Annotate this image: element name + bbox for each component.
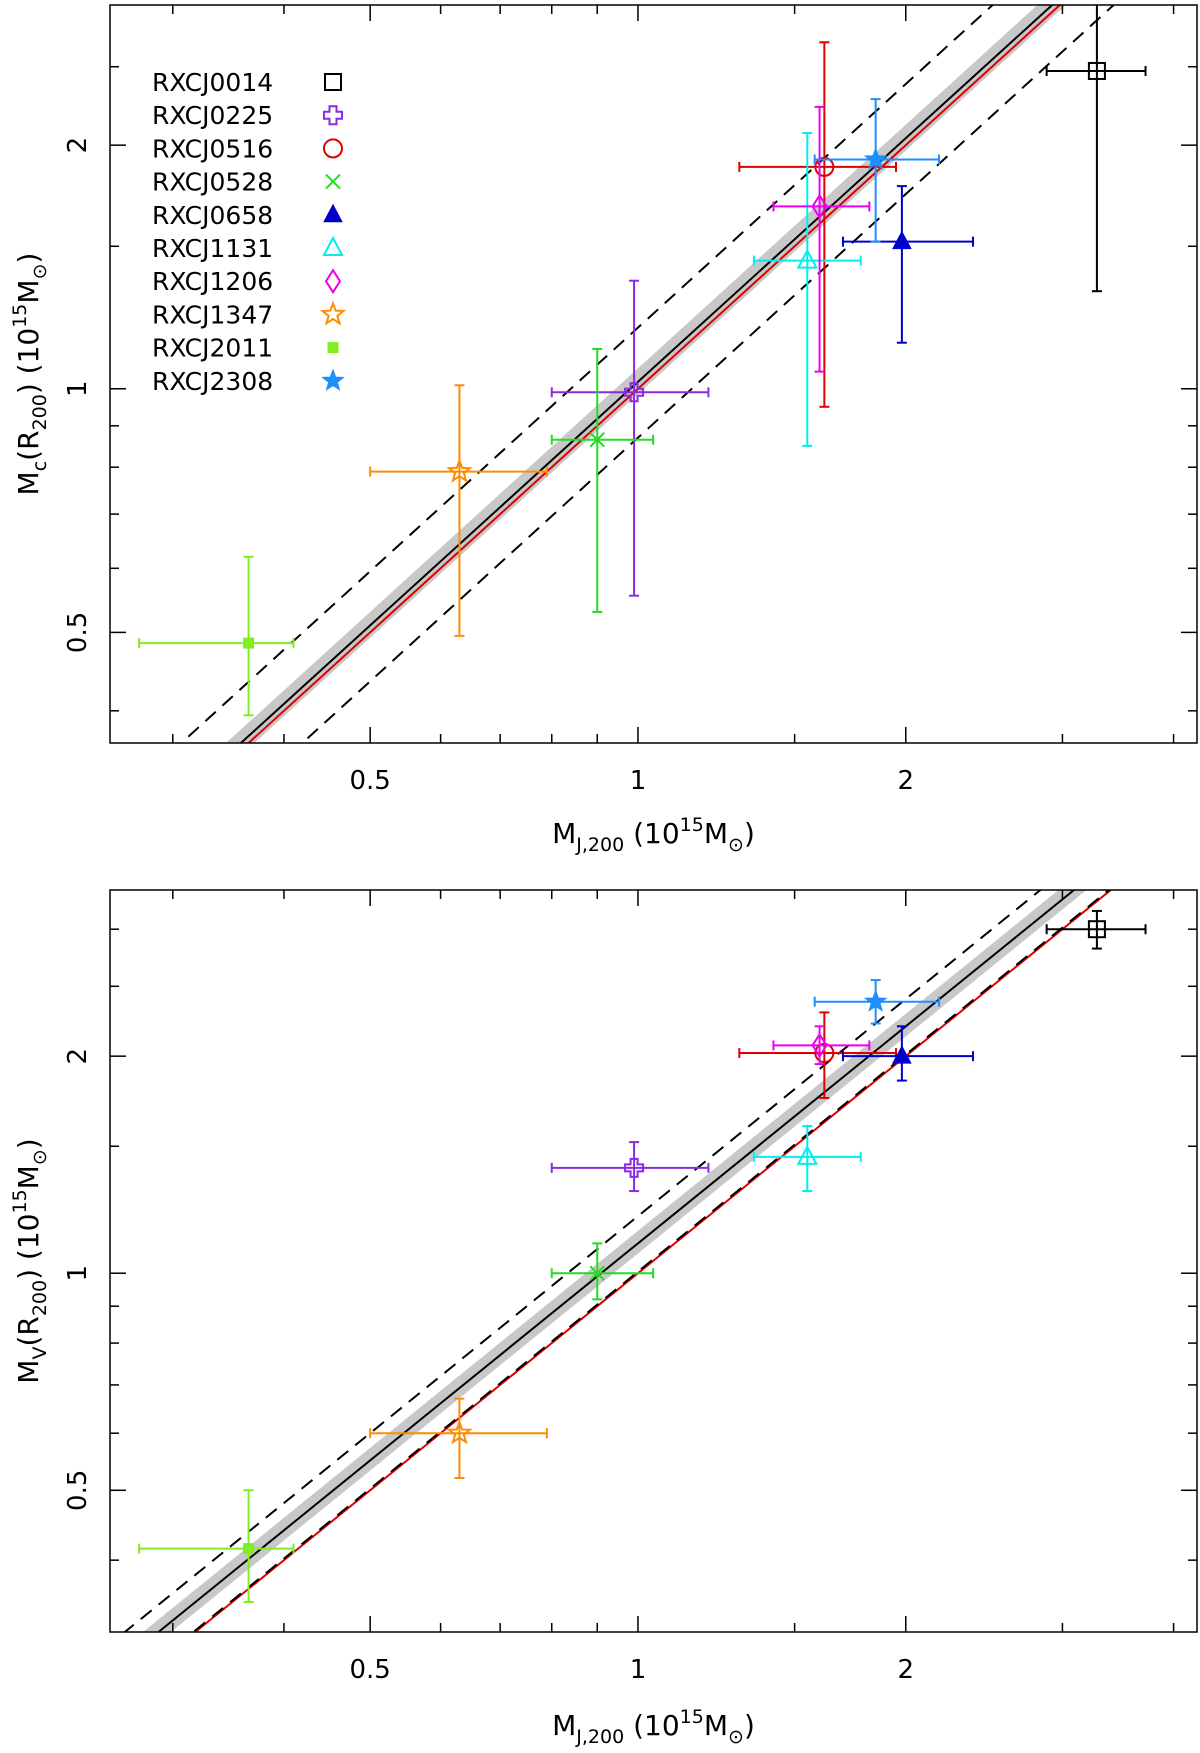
- ticks: [110, 5, 1197, 743]
- marker-open-star: [446, 1419, 473, 1445]
- marker-filled-square: [243, 637, 255, 649]
- marker-open-triangle: [796, 1144, 818, 1165]
- x-tick-label: 2: [897, 766, 914, 796]
- plot-area: [123, 890, 1147, 1632]
- marker-cross-x: [589, 1265, 605, 1281]
- legend-label-RXCJ0658: RXCJ0658: [152, 201, 273, 230]
- fit-line-one-to-one: [247, 5, 1062, 743]
- x-tick-label: 0.5: [349, 766, 390, 796]
- plot-area: [138, 5, 1147, 743]
- x-axis-label: MJ,200 (1015M⊙): [552, 814, 755, 856]
- marker-open-diamond: [811, 1032, 828, 1059]
- point-RXCJ0225: [550, 1141, 710, 1193]
- legend-marker-open-diamond: [324, 268, 342, 295]
- y-tick-label: 2: [63, 137, 93, 154]
- y-axis-label: MV(R200) (1015M⊙): [9, 1138, 51, 1383]
- legend-marker-open-square: [324, 73, 342, 91]
- x-tick-label: 1: [630, 1655, 647, 1685]
- legend-marker-filled-triangle: [323, 203, 343, 223]
- marker-filled-star: [863, 989, 888, 1012]
- fit-line-lower-scatter: [191, 890, 1111, 1632]
- point-RXCJ2011: [138, 555, 295, 717]
- plot-frame: [109, 889, 1198, 1633]
- point-RXCJ1131: [752, 1125, 862, 1193]
- marker-filled-square: [243, 1543, 255, 1555]
- x-axis-label: MJ,200 (1015M⊙): [552, 1706, 755, 1748]
- legend-marker-open-triangle: [322, 235, 344, 256]
- legend-marker-open-star: [319, 300, 347, 326]
- marker-open-cross: [624, 382, 645, 403]
- point-RXCJ0014: [1045, 909, 1147, 950]
- point-RXCJ1347: [369, 1397, 548, 1480]
- marker-open-triangle: [796, 248, 818, 269]
- marker-open-cross: [624, 1157, 645, 1178]
- point-RXCJ0528: [550, 1242, 655, 1301]
- plot-frame: [109, 4, 1198, 744]
- legend-marker-filled-square: [327, 342, 339, 354]
- marker-filled-star: [863, 147, 888, 170]
- legend-label-RXCJ0516: RXCJ0516: [152, 134, 273, 163]
- marker-cross-x: [589, 432, 605, 448]
- y-tick-label: 2: [63, 1048, 93, 1065]
- point-RXCJ0225: [550, 279, 710, 597]
- legend-marker-filled-star: [321, 368, 345, 391]
- point-RXCJ1131: [752, 132, 862, 447]
- legend-label-RXCJ1347: RXCJ1347: [152, 300, 273, 329]
- x-tick-label: 2: [897, 1655, 914, 1685]
- legend-label-RXCJ0528: RXCJ0528: [152, 168, 273, 197]
- point-RXCJ0658: [841, 1025, 974, 1082]
- fit-line-lower-scatter: [300, 5, 1116, 743]
- legend: RXCJ0014 RXCJ0225 RXCJ0516 RXCJ0528 RXCJ0658…: [152, 68, 347, 396]
- y-tick-label: 0.5: [63, 1470, 93, 1511]
- legend-label-RXCJ1131: RXCJ1131: [152, 234, 273, 263]
- marker-open-square: [1087, 920, 1106, 939]
- marker-open-circle: [814, 156, 835, 177]
- marker-open-square: [1087, 61, 1106, 80]
- top-panel: 0.5 1 2 0.5 1 2 MJ,200 (1015M⊙) Mc(R200) (1015M…: [9, 4, 1198, 856]
- fit-line-best-fit: [239, 5, 1054, 743]
- marker-filled-triangle: [892, 1045, 912, 1064]
- y-axis-label: Mc(R200) (1015M⊙): [9, 253, 51, 496]
- point-RXCJ0658: [841, 185, 974, 344]
- y-tick-label: 0.5: [63, 612, 93, 653]
- fit-line-upper-scatter: [179, 5, 995, 743]
- point-RXCJ1206: [772, 105, 871, 373]
- point-RXCJ1206: [772, 1025, 871, 1066]
- point-RXCJ0528: [550, 347, 655, 613]
- legend-label-RXCJ2011: RXCJ2011: [152, 334, 273, 363]
- y-tick-label: 1: [63, 1265, 93, 1282]
- marker-open-circle: [814, 1043, 835, 1064]
- x-tick-label: 1: [630, 766, 647, 796]
- point-RXCJ1347: [369, 384, 548, 637]
- point-RXCJ2011: [138, 1489, 295, 1603]
- point-RXCJ2308: [813, 979, 941, 1025]
- fit-line-best-fit: [156, 890, 1076, 1632]
- legend-marker-open-circle: [323, 138, 343, 159]
- point-RXCJ0014: [1045, 5, 1147, 293]
- x-tick-label: 0.5: [349, 1655, 390, 1685]
- bottom-panel: 0.5 1 2 0.5 1 2 MJ,200 (1015M⊙) MV(R200) (1015M…: [9, 889, 1198, 1748]
- legend-label-RXCJ2308: RXCJ2308: [152, 367, 273, 396]
- fit-line-one-to-one: [193, 890, 1113, 1632]
- marker-open-star: [446, 457, 473, 483]
- point-RXCJ2308: [813, 98, 941, 243]
- legend-marker-open-cross: [323, 105, 343, 126]
- legend-label-RXCJ1206: RXCJ1206: [152, 267, 273, 296]
- y-tick-label: 1: [63, 380, 93, 397]
- marker-filled-triangle: [892, 230, 912, 250]
- marker-open-diamond: [811, 193, 828, 220]
- ticks: [110, 890, 1197, 1632]
- legend-label-RXCJ0225: RXCJ0225: [152, 101, 273, 130]
- fit-uncertainty-band: [142, 890, 1087, 1632]
- fit-line-upper-scatter: [123, 890, 1042, 1632]
- legend-marker-cross-x: [325, 173, 341, 190]
- legend-label-RXCJ0014: RXCJ0014: [152, 68, 273, 97]
